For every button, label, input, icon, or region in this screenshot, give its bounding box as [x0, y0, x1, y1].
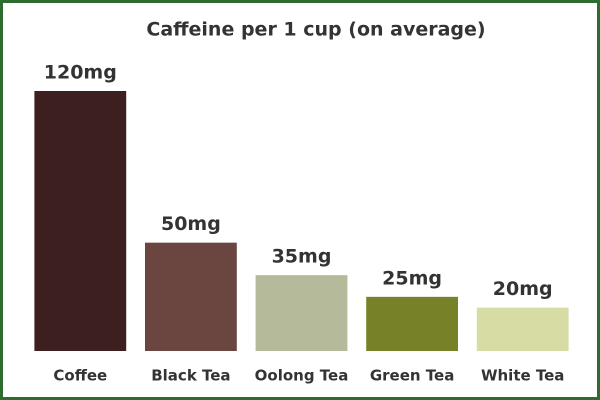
x-tick-label: Coffee	[53, 367, 107, 385]
value-label: 35mg	[272, 246, 332, 268]
chart-title: Caffeine per 1 cup (on average)	[146, 19, 485, 41]
bar	[255, 275, 348, 351]
bar	[366, 296, 458, 351]
value-label: 20mg	[493, 278, 553, 300]
value-label: 50mg	[161, 213, 221, 235]
x-tick-label: White Tea	[481, 367, 564, 385]
value-label: 25mg	[382, 267, 442, 289]
bar	[476, 307, 569, 351]
x-tick-label: Oolong Tea	[255, 367, 349, 385]
x-tick-label: Black Tea	[151, 367, 230, 385]
bar	[145, 242, 237, 351]
x-tick-label: Green Tea	[370, 367, 455, 385]
value-label: 120mg	[44, 62, 117, 84]
bar	[34, 91, 127, 351]
